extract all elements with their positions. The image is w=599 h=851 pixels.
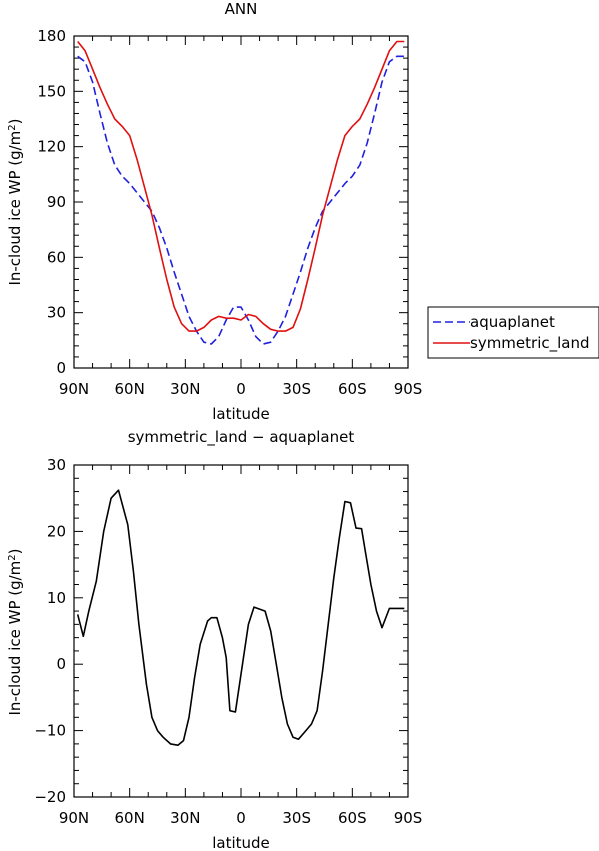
- bottom-series-lines: [76, 489, 405, 746]
- bottom-x-tick-label: 30S: [282, 809, 311, 827]
- top-y-axis-label-sup: 2: [7, 124, 18, 130]
- top-x-tick-label: 90S: [394, 380, 423, 398]
- top-panel: ANN 90N 60N 30N 0 30S 60S 90S0306090120150180 …: [6, 0, 422, 423]
- bottom-x-tick-label: 60S: [338, 809, 367, 827]
- bottom-y-tick-label: −20: [34, 788, 66, 806]
- top-x-tick-label: 90N: [59, 380, 89, 398]
- bottom-y-axis-label: In-cloud ice WP (g/m2): [6, 548, 24, 715]
- bottom-x-tick-label: 30N: [170, 809, 200, 827]
- top-y-tick-label: 0: [56, 359, 66, 377]
- bottom-y-axis-label-sup: 2: [7, 554, 18, 560]
- bottom-series-line-difference: [76, 489, 405, 746]
- top-x-tick-label: 30S: [282, 380, 311, 398]
- top-plot-frame: [73, 35, 409, 369]
- legend-label-symmetric-land: symmetric_land: [470, 334, 590, 353]
- top-x-tick-label: 60N: [115, 380, 145, 398]
- bottom-chart-title: symmetric_land − aquaplanet: [128, 428, 355, 447]
- bottom-y-tick-label: 0: [56, 655, 66, 673]
- bottom-x-axis-label: latitude: [212, 834, 270, 851]
- bottom-plot-frame: [73, 464, 409, 798]
- top-chart-title: ANN: [225, 0, 258, 18]
- bottom-tick-labels: 90N 60N 30N 0 30S 60S 90S −20 −10 0 10 20 30: [34, 456, 422, 827]
- top-x-tick-label: 60S: [338, 380, 367, 398]
- bottom-x-tick-label: 0: [236, 809, 246, 827]
- top-series-line-aquaplanet: [77, 55, 405, 345]
- top-y-tick-label: 150: [37, 82, 66, 100]
- top-y-tick-label: 90: [47, 193, 66, 211]
- top-axis-ticks: [73, 35, 409, 369]
- top-y-axis-label: In-cloud ice WP (g/m2): [6, 118, 24, 285]
- bottom-y-tick-label: 20: [47, 522, 66, 540]
- top-x-tick-label: 30N: [170, 380, 200, 398]
- bottom-y-tick-label: 10: [47, 589, 66, 607]
- legend-box: [427, 306, 599, 359]
- top-series-lines: [77, 40, 405, 345]
- bottom-panel: symmetric_land − aquaplanet 90N 60N 30N 0 30…: [6, 428, 422, 851]
- top-y-tick-label: 120: [37, 138, 66, 156]
- bottom-x-tick-label: 90N: [59, 809, 89, 827]
- legend-label-aquaplanet: aquaplanet: [470, 313, 555, 331]
- bottom-x-tick-label: 90S: [394, 809, 423, 827]
- top-x-tick-label: 0: [236, 380, 246, 398]
- top-y-tick-label: 180: [37, 27, 66, 45]
- top-y-tick-label: 30: [47, 304, 66, 322]
- top-series-line-symmetric-land: [77, 40, 405, 332]
- top-x-axis-label: latitude: [212, 405, 270, 423]
- legend: aquaplanet symmetric_land: [427, 306, 599, 359]
- bottom-y-tick-label: −10: [34, 722, 66, 740]
- top-y-tick-label: 60: [47, 248, 66, 266]
- top-tick-labels: 90N 60N 30N 0 30S 60S 90S 0 30 60 90 120 150 180: [37, 27, 422, 398]
- bottom-x-tick-label: 60N: [115, 809, 145, 827]
- bottom-y-tick-label: 30: [47, 456, 66, 474]
- bottom-axis-ticks: [73, 464, 409, 798]
